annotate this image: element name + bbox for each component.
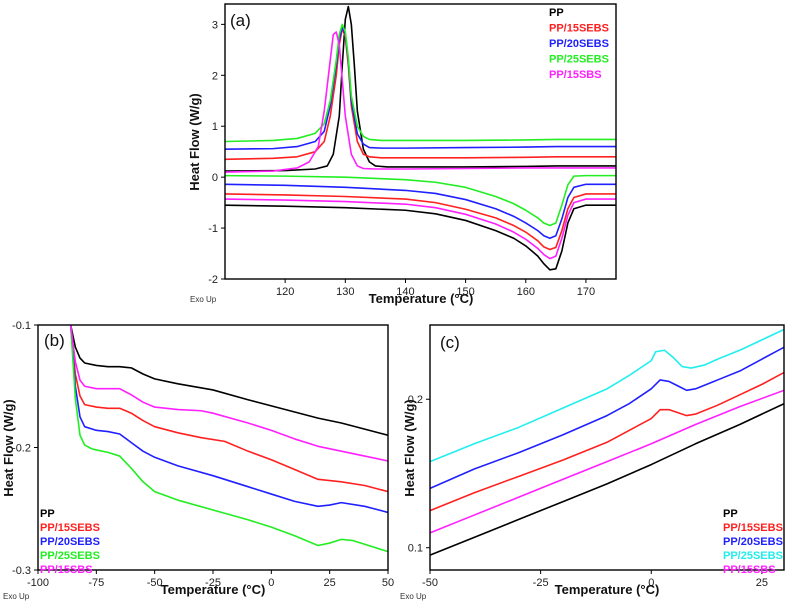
series-line-pp-15sebs xyxy=(430,371,784,512)
x-tick-label: 50 xyxy=(382,577,394,589)
panel-b: -100 -75 -50 -25 0 25 50 -0.3 -0.2 -0.1 Temperatur… xyxy=(1,320,394,601)
y-tick-label: 2 xyxy=(212,70,218,82)
legend: PP PP/15SEBS PP/20SEBS PP/25SEBS PP/15SBS xyxy=(549,7,609,81)
exo-up-note: Exo Up xyxy=(400,592,427,601)
series-line-pp xyxy=(225,5,616,172)
x-tick-label: -50 xyxy=(147,577,163,589)
y-tick-label: 0 xyxy=(212,172,218,184)
x-tick-label: 150 xyxy=(456,286,474,298)
x-tick-label: -50 xyxy=(422,577,438,589)
x-tick-label: 160 xyxy=(517,286,535,298)
legend-entry-pp-20sebs: PP/20SEBS xyxy=(40,536,100,548)
legend-entry-pp-20sebs: PP/20SEBS xyxy=(723,536,783,548)
x-tick-label: -25 xyxy=(205,577,221,589)
y-tick-label: 3 xyxy=(212,19,218,31)
series-line-pp-25sebs xyxy=(69,325,388,553)
x-tick-label: 0 xyxy=(268,577,274,589)
series-line-pp-15sbs xyxy=(225,31,616,173)
curves xyxy=(69,325,388,553)
series-line-pp xyxy=(69,325,388,437)
x-tick-label: -25 xyxy=(533,577,549,589)
legend-entry-pp-15sebs: PP/15SEBS xyxy=(40,522,100,534)
series-line-pp-15sbs xyxy=(225,198,616,260)
x-tick-label: 25 xyxy=(756,577,768,589)
y-tick-label: -2 xyxy=(208,274,218,286)
y-axis-label: Heat Flow (W/g) xyxy=(402,399,417,497)
x-tick-label: 25 xyxy=(324,577,336,589)
y-tick-label: -0.1 xyxy=(12,320,31,332)
panel-c: -50 -25 0 25 0.1 0.2 Temperature (°C) Heat Flow… xyxy=(400,324,785,601)
legend-entry-pp-25sebs: PP/25SEBS xyxy=(723,550,783,562)
plot-frame xyxy=(224,3,617,280)
series-line-pp xyxy=(430,402,784,556)
legend-entry-pp: PP xyxy=(40,508,55,520)
exo-up-note: Exo Up xyxy=(190,295,217,304)
legend-entry-pp-15sbs: PP/15SBS xyxy=(723,564,776,576)
series-line-pp-25sebs xyxy=(225,174,616,227)
series-line-pp-15sbs xyxy=(430,389,784,534)
series-line-pp-15sebs xyxy=(69,325,388,493)
series-line-pp-20sebs xyxy=(69,325,388,514)
series-line-pp-25sebs xyxy=(430,328,784,463)
x-tick-label: 130 xyxy=(336,286,354,298)
legend-entry-pp-20sebs: PP/20SEBS xyxy=(549,38,609,50)
legend-entry-pp: PP xyxy=(549,7,564,19)
panel-label: (c) xyxy=(440,333,460,352)
x-tick-label: 170 xyxy=(577,286,595,298)
plot-frame xyxy=(429,324,785,571)
y-tick-label: 0.2 xyxy=(408,394,423,406)
y-tick-label: 1 xyxy=(212,121,218,133)
legend-entry-pp-15sbs: PP/15SBS xyxy=(40,564,93,576)
series-line-pp-20sebs xyxy=(430,346,784,490)
series-line-pp-25sebs xyxy=(225,23,616,143)
series-line-pp xyxy=(225,204,616,271)
panel-a: 120 130 140 150 160 170 -2 -1 0 1 2 3 Temperature (°… xyxy=(187,3,617,306)
x-axis-label: Temperature (°C) xyxy=(369,291,474,306)
x-tick-label: 0 xyxy=(648,577,654,589)
legend-entry-pp-25sebs: PP/25SEBS xyxy=(549,54,609,66)
x-tick-label: -100 xyxy=(27,577,49,589)
y-axis-label: Heat Flow (W/g) xyxy=(187,93,202,191)
x-tick-label: 120 xyxy=(276,286,294,298)
panel-label: (a) xyxy=(230,11,251,30)
legend: PP PP/15SEBS PP/20SEBS PP/25SEBS PP/15SBS xyxy=(40,508,100,576)
legend-entry-pp-15sbs: PP/15SBS xyxy=(549,69,602,81)
panel-label: (b) xyxy=(44,331,65,350)
y-axis-label: Heat Flow (W/g) xyxy=(1,399,16,497)
curves xyxy=(430,328,784,556)
legend: PP PP/15SEBS PP/20SEBS PP/25SEBS PP/15SBS xyxy=(723,508,783,576)
series-line-pp-15sbs xyxy=(69,325,388,462)
curves xyxy=(225,5,616,271)
x-axis-label: Temperature (°C) xyxy=(555,582,660,597)
x-axis-label: Temperature (°C) xyxy=(161,582,266,597)
y-tick-label: 0.1 xyxy=(408,543,423,555)
x-tick-label: -75 xyxy=(88,577,104,589)
y-tick-label: -0.3 xyxy=(12,565,31,577)
series-line-pp-15sebs xyxy=(225,193,616,251)
x-tick-label: 140 xyxy=(396,286,414,298)
legend-entry-pp-25sebs: PP/25SEBS xyxy=(40,550,100,562)
legend-entry-pp-15sebs: PP/15SEBS xyxy=(723,522,783,534)
legend-entry-pp-15sebs: PP/15SEBS xyxy=(549,23,609,35)
legend-entry-pp: PP xyxy=(723,508,738,520)
y-tick-label: -0.2 xyxy=(12,443,31,455)
series-line-pp-20sebs xyxy=(225,183,616,240)
y-tick-label: -1 xyxy=(208,223,218,235)
exo-up-note: Exo Up xyxy=(3,592,30,601)
